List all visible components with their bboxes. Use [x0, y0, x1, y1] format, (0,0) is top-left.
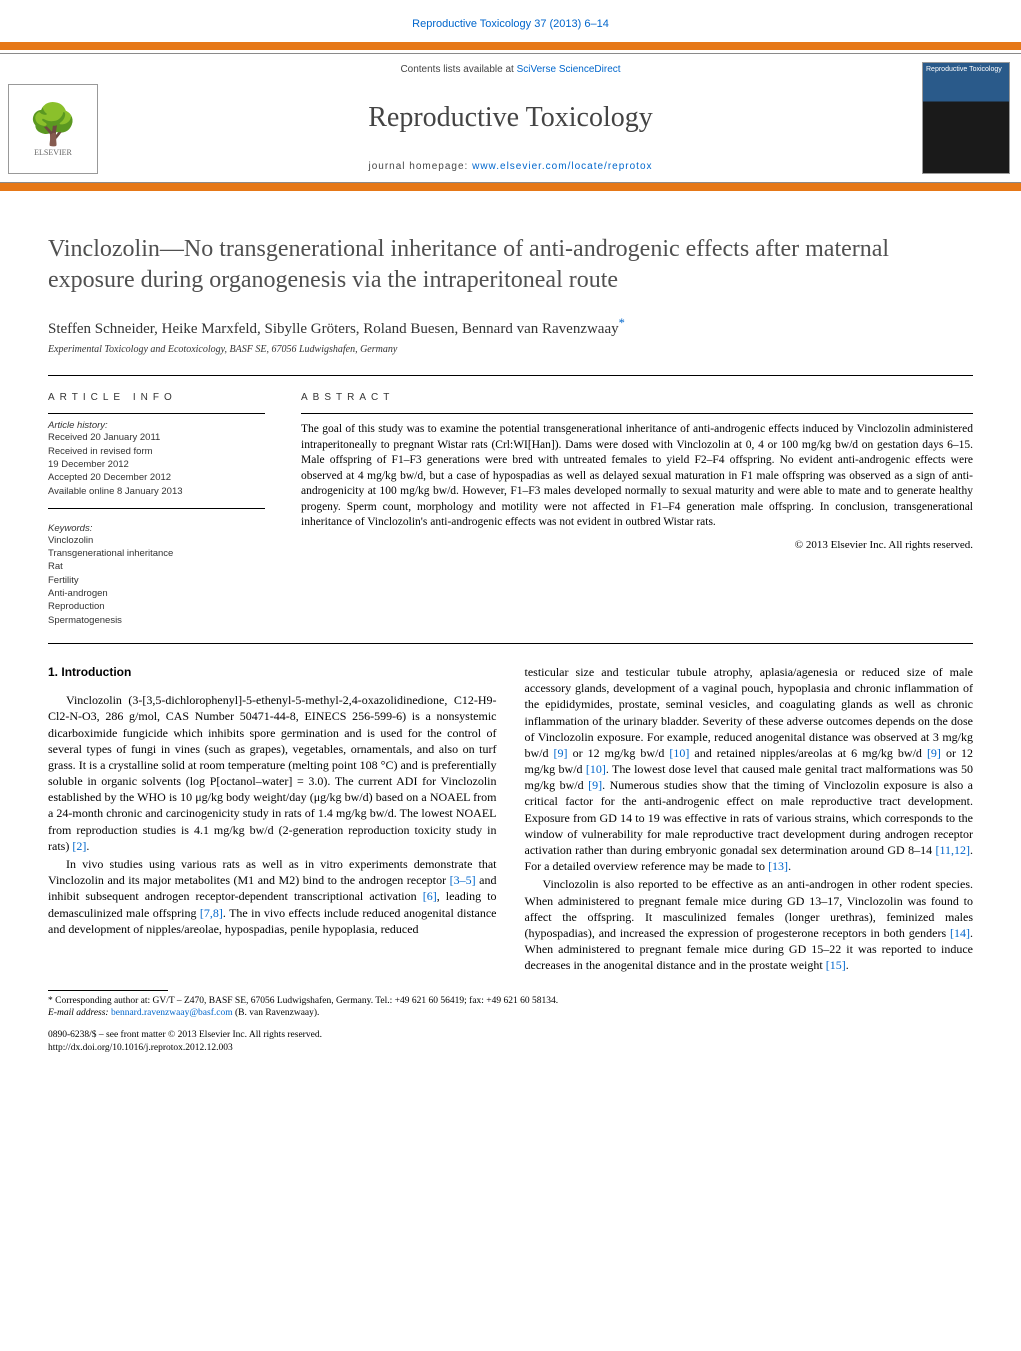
authors-list: Steffen Schneider, Heike Marxfeld, Sibyl…: [0, 304, 1021, 342]
reference-link[interactable]: [15]: [826, 958, 846, 972]
reference-link[interactable]: [10]: [586, 762, 606, 776]
journal-name: Reproductive Toxicology: [368, 102, 652, 134]
body-text: .: [846, 958, 849, 972]
reference-link[interactable]: [7,8]: [200, 906, 223, 920]
reference-link[interactable]: [11,12]: [935, 843, 970, 857]
keyword-item: Transgenerational inheritance: [48, 547, 265, 560]
corresponding-author-note: * Corresponding author at: GV/T – Z470, …: [48, 995, 973, 1007]
citation-header: Reproductive Toxicology 37 (2013) 6–14: [0, 0, 1021, 42]
keywords-divider: [48, 508, 265, 509]
article-info-col: ARTICLE INFO Article history: Received 2…: [48, 376, 283, 643]
cover-title: Reproductive Toxicology: [923, 63, 1009, 76]
doi-link[interactable]: http://dx.doi.org/10.1016/j.reprotox.201…: [48, 1042, 973, 1054]
email-label: E-mail address:: [48, 1008, 111, 1018]
elsevier-tree-icon: 🌳: [28, 101, 78, 148]
copyright: © 2013 Elsevier Inc. All rights reserved…: [301, 539, 973, 551]
history-item: Received 20 January 2011: [48, 431, 265, 444]
corresponding-marker: *: [619, 316, 625, 330]
email-line: E-mail address: bennard.ravenzwaay@basf.…: [48, 1007, 973, 1019]
section-title: Introduction: [61, 665, 131, 679]
reference-link[interactable]: [9]: [588, 778, 602, 792]
body-paragraph: Vinclozolin is also reported to be effec…: [525, 876, 974, 973]
issn-line: 0890-6238/$ – see front matter © 2013 El…: [48, 1029, 973, 1041]
body-text: Vinclozolin is also reported to be effec…: [525, 877, 974, 940]
body-text: .: [86, 839, 89, 853]
history-label: Article history:: [48, 420, 265, 431]
reference-link[interactable]: [9]: [554, 746, 568, 760]
reference-link[interactable]: [6]: [423, 889, 437, 903]
orange-accent-bar-2: [0, 183, 1021, 191]
keyword-item: Vinclozolin: [48, 534, 265, 547]
body-text: .: [788, 859, 791, 873]
abstract-heading: ABSTRACT: [301, 392, 973, 403]
body-paragraph: testicular size and testicular tubule at…: [525, 664, 974, 874]
history-item: Accepted 20 December 2012: [48, 471, 265, 484]
homepage-link[interactable]: www.elsevier.com/locate/reprotox: [472, 161, 652, 172]
footer: * Corresponding author at: GV/T – Z470, …: [0, 986, 1021, 1074]
body-text: or 12 mg/kg bw/d: [568, 746, 670, 760]
journal-banner: 🌳 ELSEVIER Contents lists available at S…: [0, 53, 1021, 183]
author-names: Steffen Schneider, Heike Marxfeld, Sibyl…: [48, 321, 619, 337]
info-divider: [48, 413, 265, 414]
keyword-item: Spermatogenesis: [48, 614, 265, 627]
abstract-col: ABSTRACT The goal of this study was to e…: [283, 376, 973, 643]
body-col-right: testicular size and testicular tubule at…: [525, 664, 974, 976]
affiliation: Experimental Toxicology and Ecotoxicolog…: [0, 342, 1021, 375]
keyword-item: Anti-androgen: [48, 587, 265, 600]
body-text: Vinclozolin (3-[3,5-dichlorophenyl]-5-et…: [48, 693, 497, 853]
body-paragraph: In vivo studies using various rats as we…: [48, 856, 497, 937]
body-text: and retained nipples/areolas at 6 mg/kg …: [689, 746, 927, 760]
homepage-prefix: journal homepage:: [368, 161, 472, 172]
body-col-left: 1. Introduction Vinclozolin (3-[3,5-dich…: [48, 664, 497, 976]
publisher-name: ELSEVIER: [34, 148, 72, 157]
sciencedirect-link[interactable]: SciVerse ScienceDirect: [517, 64, 621, 75]
history-item: Available online 8 January 2013: [48, 485, 265, 498]
article-info-heading: ARTICLE INFO: [48, 392, 265, 403]
orange-accent-bar: [0, 42, 1021, 50]
publisher-logo-area: 🌳 ELSEVIER: [0, 54, 110, 182]
section-number: 1.: [48, 665, 58, 679]
elsevier-logo[interactable]: 🌳 ELSEVIER: [8, 84, 98, 174]
reference-link[interactable]: [2]: [72, 839, 86, 853]
reference-link[interactable]: [13]: [768, 859, 788, 873]
keyword-item: Rat: [48, 560, 265, 573]
keyword-item: Fertility: [48, 574, 265, 587]
history-item: 19 December 2012: [48, 458, 265, 471]
email-link[interactable]: bennard.ravenzwaay@basf.com: [111, 1008, 233, 1018]
banner-center: Contents lists available at SciVerse Sci…: [110, 54, 911, 182]
body-columns: 1. Introduction Vinclozolin (3-[3,5-dich…: [0, 644, 1021, 986]
section-heading: 1. Introduction: [48, 664, 497, 680]
homepage-line: journal homepage: www.elsevier.com/locat…: [368, 161, 652, 172]
body-text: In vivo studies using various rats as we…: [48, 857, 497, 887]
reference-link[interactable]: [9]: [927, 746, 941, 760]
journal-cover-thumbnail[interactable]: Reproductive Toxicology: [922, 62, 1010, 174]
contents-prefix: Contents lists available at: [400, 64, 516, 75]
doi-block: 0890-6238/$ – see front matter © 2013 El…: [48, 1029, 973, 1054]
article-title: Vinclozolin—No transgenerational inherit…: [0, 194, 1021, 304]
cover-area: Reproductive Toxicology: [911, 54, 1021, 182]
reference-link[interactable]: [10]: [669, 746, 689, 760]
footnote-divider: [48, 990, 168, 991]
abstract-divider: [301, 413, 973, 414]
abstract-text: The goal of this study was to examine th…: [301, 422, 973, 531]
info-abstract-row: ARTICLE INFO Article history: Received 2…: [0, 376, 1021, 643]
keyword-item: Reproduction: [48, 600, 265, 613]
reference-link[interactable]: [3–5]: [450, 873, 476, 887]
reference-link[interactable]: [14]: [950, 926, 970, 940]
history-item: Received in revised form: [48, 445, 265, 458]
body-paragraph: Vinclozolin (3-[3,5-dichlorophenyl]-5-et…: [48, 692, 497, 854]
email-suffix: (B. van Ravenzwaay).: [233, 1008, 320, 1018]
contents-line: Contents lists available at SciVerse Sci…: [400, 64, 620, 75]
keywords-label: Keywords:: [48, 523, 265, 534]
